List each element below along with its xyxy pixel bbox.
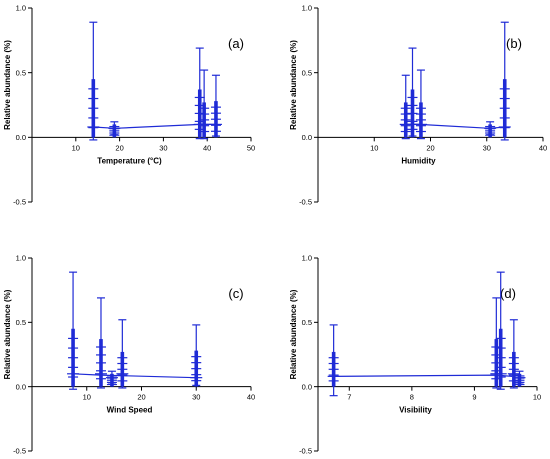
y-tick-label: 0.0 xyxy=(302,133,312,142)
y-tick-label: 0.0 xyxy=(16,133,26,142)
y-tick-label: -0.5 xyxy=(13,447,26,456)
data-cluster xyxy=(209,74,222,138)
y-tick-label: 0.5 xyxy=(302,318,312,327)
chart-panel-2: -0.5 0.0 0.5 1.0 10 20 30 40 Humidity Relative ab… xyxy=(289,4,547,207)
x-tick-label: 10 xyxy=(533,393,541,402)
x-tick-label: 10 xyxy=(370,143,378,152)
data-cluster xyxy=(414,69,427,140)
data-cluster xyxy=(498,21,511,141)
data-cluster xyxy=(513,370,526,387)
x-tick-label: 40 xyxy=(203,143,211,152)
y-tick-label: -0.5 xyxy=(13,198,26,207)
y-axis-title: Relative abundance (%) xyxy=(289,289,298,379)
y-tick-label: 0.5 xyxy=(16,68,26,77)
x-tick-label: 30 xyxy=(192,393,200,402)
y-tick-label: -0.5 xyxy=(299,198,312,207)
x-axis-title: Visibility xyxy=(399,406,432,415)
chart-panel-3: -0.5 0.0 0.5 1.0 10 20 30 40 Wind Speed Relative … xyxy=(3,254,255,456)
x-tick-label: 10 xyxy=(72,143,80,152)
data-cluster xyxy=(484,121,497,138)
y-tick-label: 1.0 xyxy=(302,254,312,263)
x-tick-label: 30 xyxy=(483,143,491,152)
x-tick-label: 7 xyxy=(347,393,351,402)
series-line xyxy=(73,373,197,379)
chart-panel-1: -0.5 0.0 0.5 1.0 10 20 30 40 50 Temperature (°C) R… xyxy=(3,4,255,207)
x-tick-label: 9 xyxy=(472,393,476,402)
panel-label: (a) xyxy=(228,36,244,51)
data-cluster xyxy=(507,319,520,389)
x-tick-label: 20 xyxy=(137,393,145,402)
y-axis-title: Relative abundance (%) xyxy=(289,40,298,130)
y-tick-label: 1.0 xyxy=(302,4,312,13)
x-tick-label: 10 xyxy=(83,393,91,402)
panel-label: (c) xyxy=(228,286,243,301)
data-cluster xyxy=(116,319,129,389)
x-tick-label: 40 xyxy=(247,393,255,402)
y-tick-label: 0.5 xyxy=(302,68,312,77)
x-axis-title: Temperature (°C) xyxy=(97,156,162,165)
series-line xyxy=(333,374,513,377)
data-cluster xyxy=(399,74,412,140)
y-tick-label: -0.5 xyxy=(299,447,312,456)
x-tick-label: 20 xyxy=(426,143,434,152)
panel-label: (d) xyxy=(500,286,516,301)
x-axis-title: Humidity xyxy=(401,156,436,165)
y-tick-label: 0.5 xyxy=(16,318,26,327)
data-cluster xyxy=(494,271,507,390)
y-axis-title: Relative abundance (%) xyxy=(3,40,12,130)
y-axis-title: Relative abundance (%) xyxy=(3,289,12,379)
data-cluster xyxy=(94,297,107,389)
data-cluster xyxy=(105,370,118,387)
data-cluster xyxy=(67,271,80,390)
y-tick-label: 0.0 xyxy=(302,382,312,391)
x-tick-label: 20 xyxy=(115,143,123,152)
y-tick-label: 1.0 xyxy=(16,4,26,13)
x-tick-label: 8 xyxy=(410,393,414,402)
panel-label: (b) xyxy=(506,36,522,51)
x-axis-title: Wind Speed xyxy=(107,406,153,415)
data-cluster xyxy=(190,324,203,387)
data-cluster xyxy=(198,69,211,140)
x-tick-label: 50 xyxy=(247,143,255,152)
data-cluster xyxy=(87,21,100,141)
x-tick-label: 40 xyxy=(539,143,547,152)
data-cluster xyxy=(327,324,340,397)
chart-panel-4: -0.5 0.0 0.5 1.0 7 8 9 10 Visibility Relative abu… xyxy=(289,254,541,456)
y-tick-label: 1.0 xyxy=(16,254,26,263)
x-tick-label: 30 xyxy=(159,143,167,152)
y-tick-label: 0.0 xyxy=(16,382,26,391)
data-cluster xyxy=(108,121,121,138)
